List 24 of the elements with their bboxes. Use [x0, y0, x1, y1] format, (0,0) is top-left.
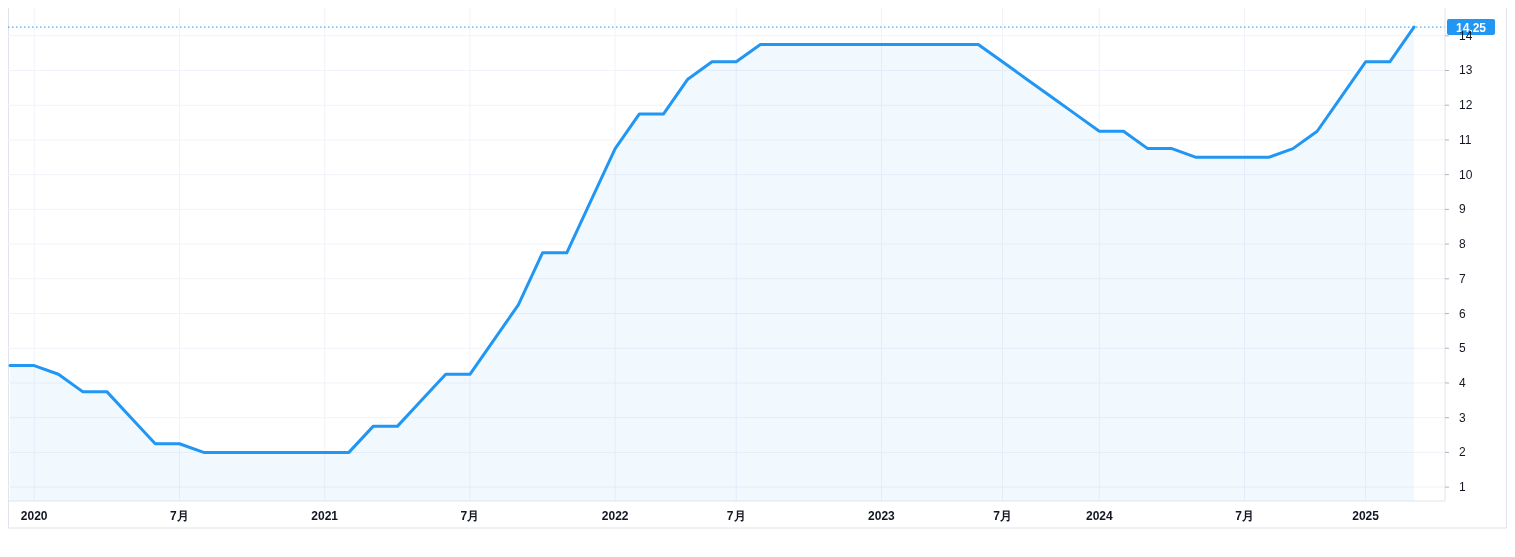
x-tick-label: 2021: [311, 509, 339, 523]
x-tick-label: 2023: [868, 509, 896, 523]
y-tick-label: 5: [1459, 341, 1466, 356]
x-tick-label: 7月: [460, 509, 480, 523]
x-tick-label: 2022: [601, 509, 629, 523]
x-tick-label: 7月: [993, 509, 1012, 523]
y-tick-label: 13: [1459, 63, 1473, 78]
x-tick-label: 2025: [1352, 509, 1380, 523]
x-tick-label: 2024: [1085, 509, 1113, 523]
y-tick-label: 8: [1459, 237, 1466, 252]
x-tick-label: 2020: [20, 509, 48, 523]
y-tick-label: 10: [1459, 167, 1473, 182]
y-tick-label: 1: [1459, 480, 1466, 495]
x-tick-label: 7月: [1235, 509, 1254, 523]
y-tick-label: 11: [1459, 132, 1472, 147]
y-tick-label: 7: [1459, 271, 1466, 286]
x-tick-label: 7月: [726, 509, 746, 523]
y-tick-label: 9: [1459, 202, 1466, 217]
y-tick-label: 4: [1459, 375, 1466, 390]
y-tick-label: 6: [1459, 306, 1466, 321]
y-tick-label: 12: [1459, 98, 1473, 113]
y-tick-label: 2: [1459, 445, 1466, 460]
y-tick-label: 3: [1459, 410, 1466, 425]
x-tick-label: 7月: [170, 509, 189, 523]
